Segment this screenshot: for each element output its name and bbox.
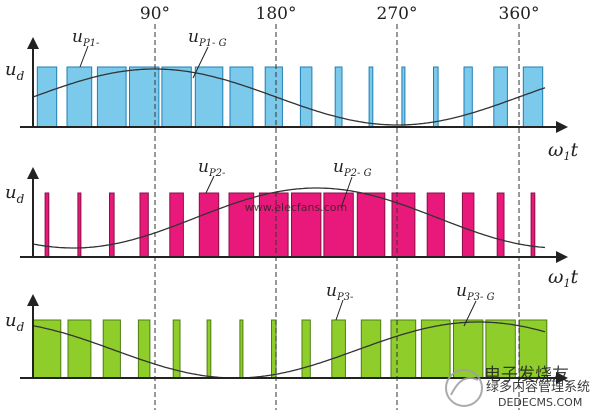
sine-label-3: uP3- G xyxy=(456,281,495,303)
sine-label-3-leader xyxy=(463,300,477,327)
sine-label-1: uP1- G xyxy=(188,27,227,49)
watermark-cn: 绿多内容管理系统 xyxy=(486,379,590,395)
angle-label-360: 360° xyxy=(499,4,540,24)
pulse-3-10 xyxy=(331,319,346,379)
pulse-1-8 xyxy=(264,66,283,128)
angle-label-180: 180° xyxy=(256,4,297,24)
pulse-label-2-leader xyxy=(205,175,215,194)
pulse-1-3 xyxy=(96,66,127,128)
pulse-3-2 xyxy=(67,319,92,379)
pulse-train-1 xyxy=(36,66,544,128)
x-axis-label-1: ω1t xyxy=(548,139,579,163)
pulse-label-3: uP3- xyxy=(326,281,354,303)
y-axis-label-1: ud xyxy=(5,59,25,83)
pulse-3-7 xyxy=(239,319,244,379)
axes-panel-2 xyxy=(20,167,568,263)
pulse-3-4 xyxy=(137,319,151,379)
pulse-2-6 xyxy=(198,192,220,258)
pulse-2-15 xyxy=(496,192,505,258)
pulse-3-8 xyxy=(271,319,277,379)
pulse-2-11 xyxy=(356,192,386,258)
pulse-1-9 xyxy=(299,66,313,128)
pulse-2-16 xyxy=(530,192,536,258)
angle-label-270: 270° xyxy=(377,4,418,24)
y-axis-label-3: ud xyxy=(5,310,25,334)
pulse-2-9 xyxy=(291,192,322,258)
x-axis-label-2: ω1t xyxy=(548,266,579,290)
y-axis-label-2: ud xyxy=(5,182,25,206)
pulse-label-1: uP1- xyxy=(72,27,100,49)
pulse-1-2 xyxy=(66,66,93,128)
pulse-2-1 xyxy=(44,192,50,258)
pulse-3-14 xyxy=(453,319,484,379)
pulse-1-16 xyxy=(522,66,544,128)
pulse-2-3 xyxy=(109,192,115,258)
sine-curve-3 xyxy=(32,321,546,379)
watermark-en: DEDECMS.COM xyxy=(498,396,582,409)
pulse-2-13 xyxy=(426,192,445,258)
pulse-1-4 xyxy=(129,66,160,128)
pulse-2-4 xyxy=(139,192,149,258)
pulse-1-15 xyxy=(493,66,508,128)
pulse-2-14 xyxy=(461,192,475,258)
pulse-3-6 xyxy=(206,319,212,379)
pulse-1-7 xyxy=(229,66,254,128)
sine-label-1-leader xyxy=(192,46,209,79)
pulse-3-12 xyxy=(390,319,417,379)
pulse-label-3-leader xyxy=(335,299,344,321)
pulse-1-5 xyxy=(161,66,192,128)
pulse-3-9 xyxy=(301,319,311,379)
sine-label-2: uP2- G xyxy=(333,157,372,179)
watermark-logo: 电子发烧友 绿多内容管理系统 DEDECMS.COM xyxy=(445,365,590,409)
axes-panel-1 xyxy=(20,37,568,133)
sine-curve-2 xyxy=(32,187,546,249)
pulse-1-12 xyxy=(401,66,406,128)
pulse-2-8 xyxy=(258,192,289,258)
sine-curve-1 xyxy=(32,68,546,126)
pulse-label-1-leader xyxy=(79,45,89,68)
pulse-1-14 xyxy=(463,66,473,128)
pulse-1-1 xyxy=(36,66,58,128)
angle-label-90: 90° xyxy=(140,4,170,24)
pulse-label-2: uP2- xyxy=(198,157,226,179)
pulse-1-13 xyxy=(433,66,439,128)
watermark-brand: 电子发烧友 xyxy=(484,365,569,385)
pulse-1-11 xyxy=(368,66,374,128)
pulse-3-1 xyxy=(32,319,62,379)
watermark-center: www.elecfans.com xyxy=(245,201,347,214)
pulse-2-10 xyxy=(323,192,354,258)
pulse-3-13 xyxy=(420,319,451,379)
pulse-3-11 xyxy=(360,319,382,379)
pulse-1-6 xyxy=(194,66,224,128)
sine-label-2-leader xyxy=(340,176,353,209)
